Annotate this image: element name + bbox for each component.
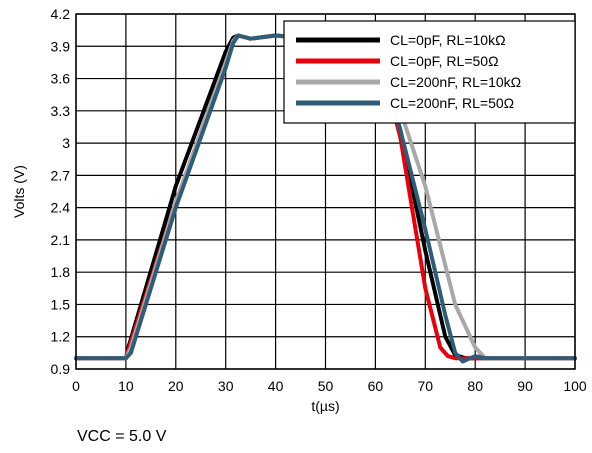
- y-tick-label: 3.6: [51, 71, 71, 87]
- x-tick-label: 100: [563, 378, 587, 394]
- y-tick-label: 1.5: [51, 296, 71, 312]
- legend-label-1: CL=0pF, RL=10kΩ: [390, 32, 506, 48]
- y-tick-label: 4.2: [51, 6, 71, 22]
- plot-frame: [75, 13, 576, 370]
- y-tick-label: 2.4: [51, 200, 71, 216]
- x-tick-label: 10: [118, 378, 134, 394]
- y-tick-labels: 0.9 1.2 1.5 1.8 2.1 2.4 2.7 3 3.3 3.6 3.9 4.2: [51, 6, 71, 377]
- legend-label-2: CL=0pF, RL=50Ω: [390, 53, 499, 69]
- legend-label-3: CL=200nF, RL=10kΩ: [390, 74, 521, 90]
- x-tick-labels: 0 10 20 30 40 50 60 70 80 90 100: [72, 378, 587, 394]
- x-tick-label: 0: [72, 378, 80, 394]
- x-tick-label: 50: [318, 378, 334, 394]
- y-tick-label: 3.9: [51, 38, 71, 54]
- legend-label-4: CL=200nF, RL=50Ω: [390, 95, 514, 111]
- legend: CL=0pF, RL=10kΩ CL=0pF, RL=50Ω CL=200nF, R…: [283, 20, 576, 124]
- x-tick-label: 60: [368, 378, 384, 394]
- x-tick-label: 70: [418, 378, 434, 394]
- x-axis-label: t(µs): [311, 398, 339, 414]
- x-tick-label: 90: [517, 378, 533, 394]
- y-tick-label: 3.3: [51, 103, 71, 119]
- y-tick-label: 1.8: [51, 264, 71, 280]
- y-tick-label: 2.1: [51, 232, 71, 248]
- y-axis-label: Volts (V): [11, 165, 27, 218]
- y-tick-label: 2.7: [51, 167, 71, 183]
- y-tick-label: 1.2: [51, 329, 71, 345]
- y-tick-label: 0.9: [51, 361, 71, 377]
- x-tick-label: 80: [467, 378, 483, 394]
- x-tick-label: 40: [268, 378, 284, 394]
- condition-note: VCC = 5.0 V: [77, 428, 167, 445]
- x-tick-label: 30: [218, 378, 234, 394]
- y-tick-label: 3: [62, 135, 70, 151]
- x-tick-label: 20: [168, 378, 184, 394]
